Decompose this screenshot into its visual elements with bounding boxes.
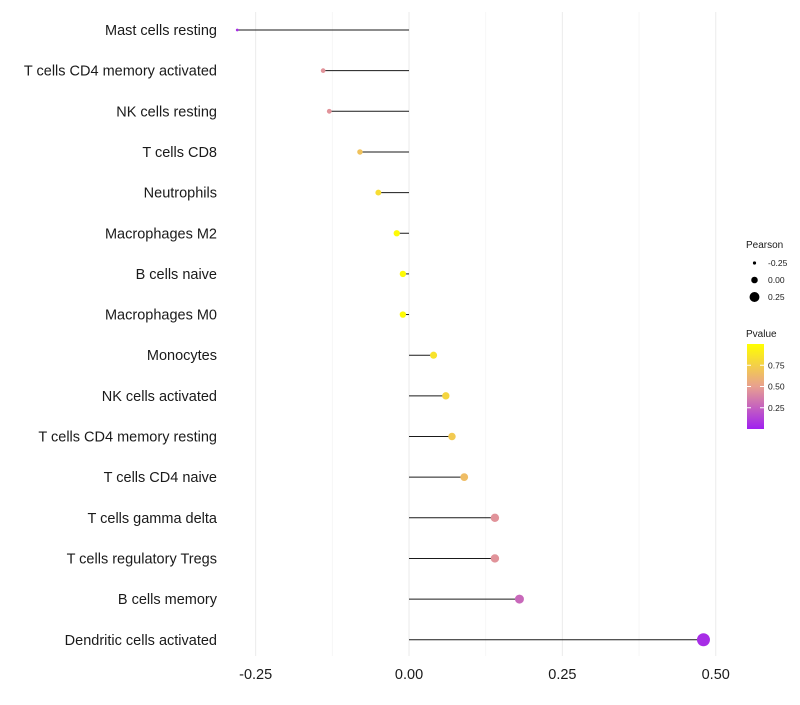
- lollipop-point: [399, 270, 407, 278]
- lollipop-point: [320, 68, 326, 73]
- lollipop-point: [696, 633, 710, 647]
- lollipop-point: [326, 108, 332, 114]
- size-legend: -0.25 0.00 0.25: [749, 258, 788, 302]
- lollipop-point: [514, 594, 524, 604]
- legend-size-title: Pearson: [746, 240, 783, 251]
- x-tick-label: 0.25: [548, 667, 576, 683]
- color-legend: 0.75 0.50 0.25: [747, 360, 785, 413]
- legend-size-dot: [749, 292, 760, 302]
- category-label: Mast cells resting: [105, 23, 217, 39]
- category-label: T cells CD4 memory resting: [38, 430, 217, 446]
- pvalue-colorbar: [747, 344, 764, 429]
- lollipop-point: [399, 311, 407, 318]
- category-label: T cells CD4 memory activated: [24, 64, 217, 80]
- category-label: B cells memory: [118, 592, 218, 608]
- category-label: Dendritic cells activated: [65, 633, 217, 649]
- lollipop-point: [430, 351, 438, 359]
- category-label: Macrophages M2: [105, 226, 217, 242]
- legend-size-label: 0.00: [768, 275, 785, 285]
- category-label: T cells CD4 naive: [104, 470, 217, 486]
- legend-size-dot: [751, 276, 758, 284]
- category-label: T cells regulatory Tregs: [67, 551, 217, 567]
- stem-layer: [237, 29, 704, 641]
- point-layer: [235, 28, 710, 647]
- category-label: Monocytes: [147, 348, 217, 364]
- lollipop-point: [393, 230, 400, 237]
- category-label: Neutrophils: [144, 186, 217, 202]
- x-tick-label: 0.50: [702, 667, 730, 683]
- category-labels: Mast cells resting T cells CD4 memory act…: [24, 23, 218, 649]
- colorbar-label: 0.25: [768, 403, 785, 413]
- category-label: T cells gamma delta: [88, 511, 218, 527]
- category-label: NK cells resting: [116, 104, 217, 120]
- category-label: B cells naive: [136, 267, 217, 283]
- lollipop-point: [448, 432, 456, 441]
- category-label: Macrophages M0: [105, 308, 217, 324]
- legend-color-title: Pvalue: [746, 329, 777, 340]
- x-tick-label: 0.00: [395, 667, 423, 683]
- colorbar-label: 0.50: [768, 382, 785, 392]
- colorbar-label: 0.75: [768, 360, 785, 370]
- legend-size-label: 0.25: [768, 292, 785, 302]
- lollipop-point: [235, 28, 239, 32]
- category-label: T cells CD8: [142, 145, 217, 161]
- legend-size-label: -0.25: [768, 258, 788, 268]
- category-label: NK cells activated: [102, 389, 217, 405]
- lollipop-point: [442, 392, 450, 400]
- legend-size-dot: [752, 261, 757, 265]
- lollipop-point: [460, 473, 469, 482]
- x-tick-label: -0.25: [239, 667, 272, 683]
- lollipop-point: [357, 149, 363, 155]
- lollipop-point: [490, 513, 500, 523]
- legend: Pearson -0.25 0.00 0.25 Pvalue 0.75 0.50 0.2…: [746, 240, 788, 429]
- lollipop-point: [490, 554, 500, 563]
- x-axis-ticks: -0.25 0.00 0.25 0.50: [239, 667, 730, 683]
- lollipop-point: [375, 189, 382, 196]
- grid-layer: [255, 12, 717, 656]
